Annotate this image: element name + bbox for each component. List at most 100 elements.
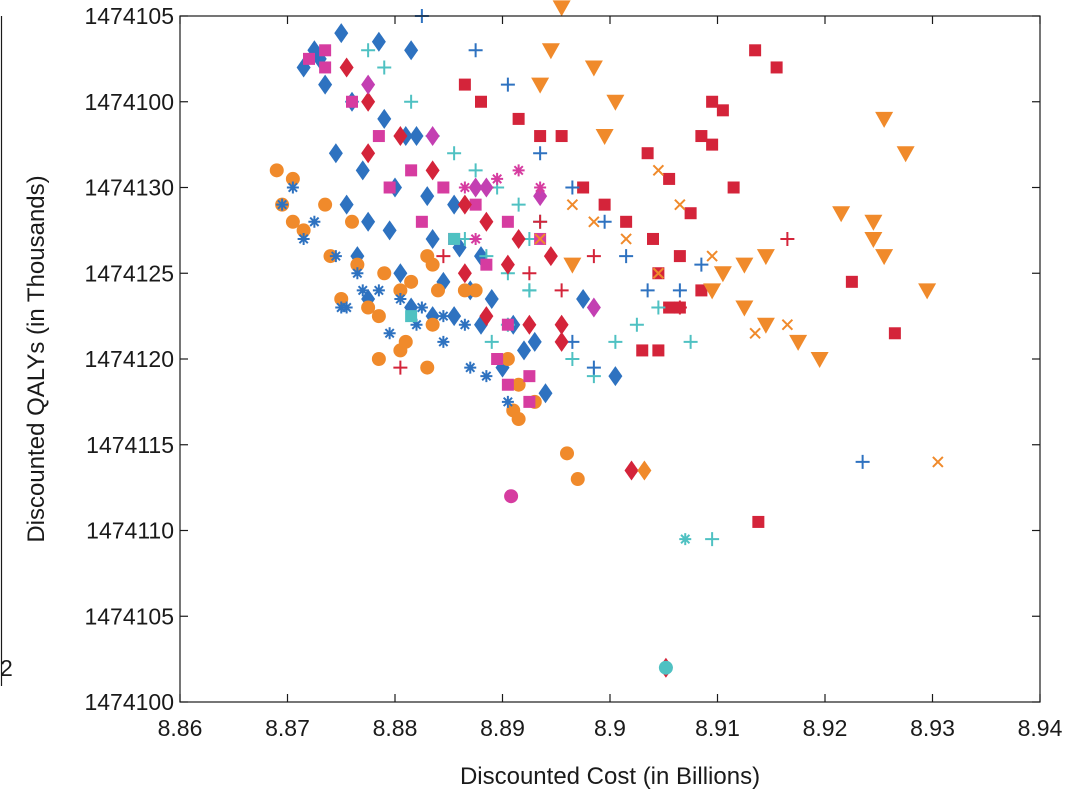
data-point-circle: [393, 283, 408, 298]
data-point-diamond: [420, 186, 435, 207]
data-point-asterisk: [383, 327, 396, 340]
data-point-diamond: [517, 340, 531, 361]
data-point-diamond: [447, 194, 462, 215]
data-point-asterisk: [458, 318, 471, 331]
data-point-diamond: [328, 143, 343, 164]
data-point-circle: [570, 472, 585, 487]
data-point-triangle-down: [875, 249, 894, 266]
data-point-square: [845, 275, 858, 288]
data-point-square: [673, 250, 686, 263]
data-point-square: [716, 104, 729, 117]
plot-area-frame: [179, 15, 1041, 703]
data-point-x: [620, 233, 632, 245]
data-point-asterisk: [464, 361, 477, 374]
x-tick-label: 8.9: [594, 715, 626, 741]
data-point-x: [652, 267, 665, 279]
data-point-circle: [296, 223, 311, 238]
data-point-asterisk: [308, 215, 321, 228]
data-point-plus: [683, 334, 698, 349]
data-point-asterisk: [415, 301, 428, 314]
data-point-plus: [855, 454, 870, 469]
data-point-diamond: [393, 263, 408, 284]
data-point-asterisk: [437, 310, 450, 323]
data-point-triangle-down: [595, 129, 614, 146]
data-point-square: [372, 130, 385, 143]
data-point-circle: [511, 412, 526, 427]
data-point-circle: [318, 197, 333, 212]
data-point-asterisk: [340, 301, 353, 314]
data-point-diamond: [468, 177, 483, 198]
data-point-square: [469, 198, 482, 211]
data-point-plus: [619, 249, 634, 264]
data-point-diamond: [527, 331, 542, 352]
data-point-diamond: [500, 254, 515, 275]
data-point-asterisk: [410, 318, 423, 331]
data-point-plus: [436, 249, 451, 264]
data-point-plus: [533, 146, 548, 161]
data-point-plus: [522, 266, 537, 281]
data-point-asterisk: [491, 172, 504, 185]
data-point-diamond: [393, 126, 408, 147]
data-point-circle: [334, 291, 349, 306]
data-point-x: [749, 327, 761, 339]
data-point-asterisk: [480, 370, 493, 383]
x-tick-label: 8.93: [910, 715, 955, 741]
x-tick-label: 8.87: [265, 715, 310, 741]
data-point-triangle-down: [756, 249, 775, 266]
data-point-diamond: [361, 74, 376, 95]
data-point-square: [303, 52, 315, 65]
data-point-x: [674, 198, 686, 211]
x-tick-label: 8.92: [803, 715, 848, 741]
data-point-diamond: [511, 228, 526, 249]
data-point-square: [319, 61, 332, 74]
data-point-asterisk: [437, 335, 450, 348]
data-point-square: [415, 215, 428, 228]
data-point-square: [641, 147, 654, 160]
data-point-plus: [586, 249, 601, 264]
data-point-asterisk: [329, 250, 342, 263]
data-point-triangle-down: [584, 60, 603, 77]
data-point-plus: [511, 197, 526, 212]
data-point-asterisk: [372, 284, 385, 297]
data-point-plus: [780, 231, 795, 246]
data-point-diamond: [554, 331, 569, 352]
data-point-diamond: [382, 220, 397, 241]
left-edge-tick-label: 2: [0, 655, 13, 681]
data-point-square: [695, 130, 708, 143]
data-point-diamond: [361, 91, 376, 112]
data-point-triangle-down: [735, 257, 754, 274]
data-point-triangle-down: [735, 300, 754, 317]
data-point-asterisk: [356, 284, 369, 297]
data-point-diamond: [457, 194, 472, 215]
data-point-triangle-down: [552, 0, 571, 17]
data-point-diamond: [334, 23, 349, 44]
data-point-plus: [629, 317, 644, 332]
data-point-diamond: [479, 211, 494, 232]
data-point-square: [577, 181, 590, 194]
data-point-plus: [404, 94, 419, 109]
data-point-circle: [345, 214, 359, 229]
x-tick-label: 8.94: [1018, 715, 1063, 741]
data-point-diamond: [425, 160, 440, 181]
data-point-diamond: [484, 288, 499, 309]
data-point-square: [448, 232, 461, 245]
data-point-diamond: [586, 297, 601, 318]
data-point-plus: [640, 283, 655, 298]
data-point-circle: [500, 352, 515, 366]
data-point-triangle-down: [864, 231, 883, 248]
y-tick-label: 1474110: [86, 518, 174, 544]
data-point-circle: [658, 660, 673, 675]
data-point-square: [383, 181, 396, 194]
data-point-triangle-down: [875, 111, 894, 128]
data-point-square: [752, 515, 765, 528]
data-point-plus: [393, 360, 408, 375]
data-point-asterisk: [276, 198, 289, 211]
data-point-asterisk: [679, 533, 692, 546]
data-point-circle: [504, 489, 519, 504]
data-point-diamond: [624, 460, 639, 481]
data-point-triangle-down: [789, 334, 808, 351]
data-point-square: [663, 172, 676, 185]
data-point-square: [523, 395, 536, 408]
data-point-plus: [554, 283, 569, 298]
data-point-x: [534, 233, 546, 245]
